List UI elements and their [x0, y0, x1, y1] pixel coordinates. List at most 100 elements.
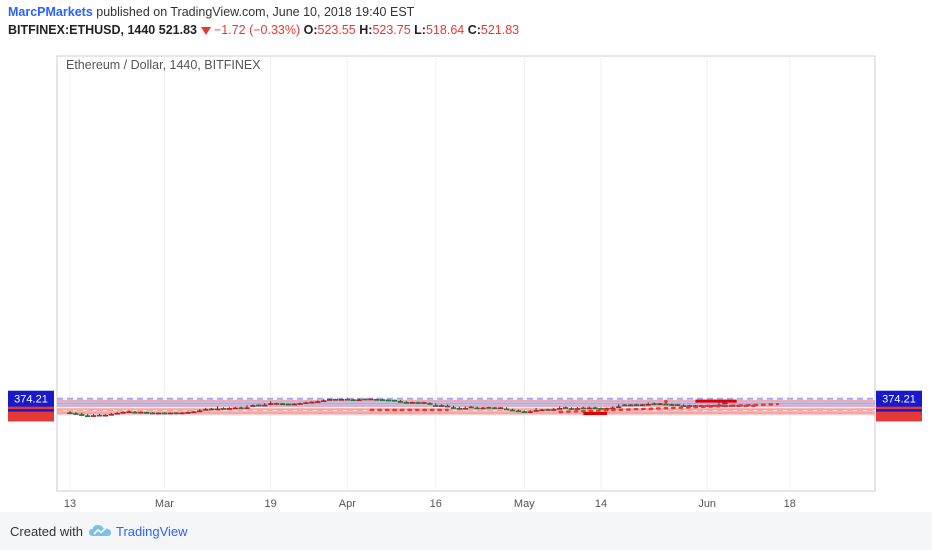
open-label: O: — [303, 23, 318, 37]
candle-body — [368, 398, 374, 401]
candle-body — [262, 404, 268, 407]
candle-body — [73, 413, 79, 415]
candle-body — [291, 403, 297, 406]
candle-body — [303, 402, 309, 405]
candle-body — [492, 407, 498, 409]
candle-body — [592, 407, 598, 409]
footer: Created with TradingView — [0, 512, 932, 550]
candle-body — [427, 403, 433, 405]
author-link[interactable]: MarcPMarkets — [8, 5, 93, 19]
candle-body — [161, 412, 168, 415]
candle-body — [533, 410, 539, 412]
candle-body — [321, 400, 327, 403]
candle-body — [598, 407, 604, 410]
candle-body — [651, 403, 657, 406]
candle-body — [627, 404, 634, 407]
candle-body — [657, 403, 663, 406]
symbol-name: BITFINEX:ETHUSD, 1440 — [8, 23, 156, 37]
candle-body — [256, 404, 262, 407]
candle-body — [244, 407, 250, 409]
candle-body — [102, 414, 108, 417]
candle-body — [197, 410, 203, 413]
close-label: C: — [467, 23, 481, 37]
candle-body — [574, 408, 580, 410]
low-value: 518.64 — [425, 23, 465, 37]
chart-header: MarcPMarkets published on TradingView.co… — [0, 0, 932, 48]
candle-body — [450, 407, 457, 409]
candle-body — [144, 412, 150, 414]
candle-body — [126, 411, 132, 413]
price-chart[interactable]: 3503504004004504505005005505506006006506… — [0, 48, 932, 512]
publish-line: MarcPMarkets published on TradingView.co… — [8, 5, 414, 19]
descending-trendline — [558, 402, 780, 414]
candle-body — [480, 407, 486, 410]
published-text: published on TradingView.com, June 10, 2… — [96, 5, 415, 19]
candle-body — [150, 412, 156, 415]
candle-body — [439, 405, 445, 407]
candle-body — [138, 411, 144, 414]
x-tick-label: 14 — [595, 498, 607, 510]
candle-body — [220, 408, 227, 410]
candle-body — [344, 398, 350, 401]
plot-area — [56, 55, 876, 492]
candle-body — [209, 408, 215, 411]
candle-body — [120, 411, 126, 414]
close-value: 521.83 — [480, 23, 520, 37]
candle-body — [397, 401, 404, 403]
candle-body — [675, 404, 681, 406]
candle-body — [474, 407, 480, 410]
candle-body — [79, 414, 85, 416]
candle-body — [551, 409, 557, 411]
candle-body — [173, 412, 179, 415]
candle-body — [91, 415, 97, 417]
candle-body — [421, 402, 427, 404]
tradingview-cloud-icon — [89, 525, 111, 536]
candle-body — [539, 409, 545, 412]
x-tick-label: 18 — [784, 498, 796, 510]
candle-body — [285, 403, 291, 406]
candle-body — [562, 407, 569, 409]
price-change: −1.72 (−0.33%) — [213, 23, 301, 37]
x-tick-label: 16 — [430, 498, 442, 510]
candle-body — [191, 411, 197, 414]
price-tag-right-text: 374.21 — [882, 394, 916, 406]
candle-body — [356, 399, 362, 402]
candle-body — [433, 405, 439, 407]
dot-marker — [664, 399, 668, 404]
candle-body — [645, 404, 651, 406]
price-tag-left-text: 374.21 — [14, 394, 48, 406]
candle-body — [521, 411, 527, 413]
candle-body — [462, 407, 468, 410]
down-arrow-icon — [200, 26, 211, 35]
candle-body — [362, 398, 368, 401]
candle-body — [403, 402, 409, 404]
candle-body — [67, 412, 73, 415]
price-tag-left — [8, 390, 54, 407]
candle-body — [380, 399, 386, 401]
candle-body — [639, 404, 645, 407]
candle-body — [326, 399, 333, 401]
candle-body — [444, 405, 451, 408]
candle-body — [114, 412, 120, 415]
high-value: 523.75 — [372, 23, 411, 37]
chart-title: Ethereum / Dollar, 1440, BITFINEX — [66, 58, 261, 72]
candle-body — [350, 399, 356, 402]
x-tick-label: Apr — [339, 498, 356, 510]
candle-body — [391, 399, 398, 402]
candle-body — [580, 407, 586, 410]
candle-body — [568, 408, 575, 410]
candle-body — [332, 398, 339, 401]
candle-body — [557, 408, 563, 410]
candle-body — [415, 402, 421, 404]
candle-body — [498, 407, 504, 409]
x-tick-label: May — [514, 498, 535, 510]
open-value: 523.55 — [317, 23, 356, 37]
x-tick-label: 13 — [64, 498, 76, 510]
candle-body — [167, 412, 173, 415]
candle-body — [409, 402, 415, 404]
candle-body — [604, 407, 610, 410]
candle-body — [610, 407, 616, 410]
tradingview-brand[interactable]: TradingView — [116, 524, 188, 539]
candle-body — [621, 404, 628, 407]
candle-body — [279, 403, 286, 406]
